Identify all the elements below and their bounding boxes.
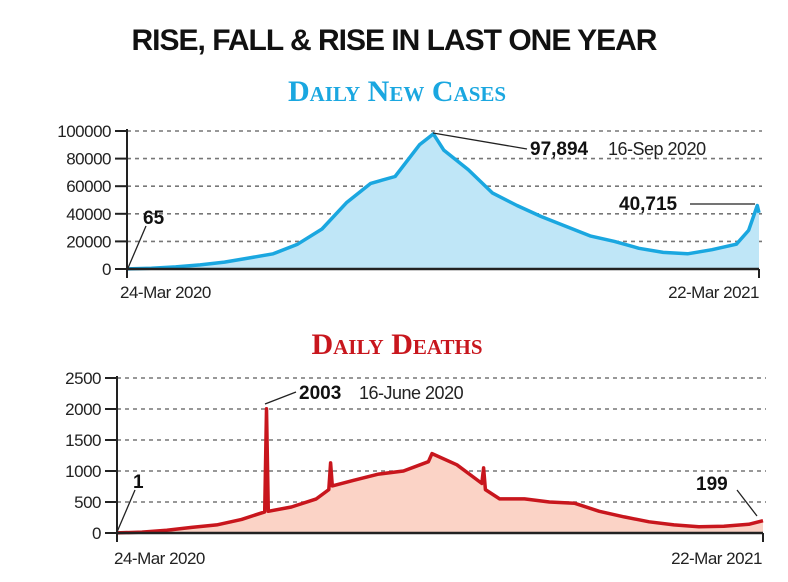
cases-area (127, 133, 759, 269)
cases-x-tick-end: 22-Mar 2021 (668, 283, 759, 302)
deaths-peak-leader (264, 391, 297, 405)
cases-y-tick-label: 0 (102, 260, 111, 279)
deaths-start-label: 1 (133, 472, 144, 493)
cases-y-tick-label: 40000 (66, 205, 111, 224)
cases-y-tick-label: 80000 (66, 150, 111, 169)
cases-peak-date: 16-Sep 2020 (608, 139, 706, 159)
cases-peak-leader (432, 132, 528, 150)
cases-chart: 100000 80000 60000 40000 20000 0 (57, 122, 762, 279)
deaths-x-tick-start: 24-Mar 2020 (114, 549, 205, 568)
deaths-y-tick-label: 2000 (65, 400, 101, 419)
deaths-y-tick-label: 1500 (65, 431, 101, 450)
cases-y-tick-label: 60000 (66, 177, 111, 196)
deaths-start-leader (116, 489, 136, 533)
figure-title: RISE, FALL & RISE IN LAST ONE YEAR (132, 24, 658, 57)
deaths-area (117, 408, 763, 533)
deaths-chart: 2500 2000 1500 1000 500 0 (65, 369, 766, 543)
deaths-end-leader (736, 489, 758, 517)
cases-y-tick-label: 20000 (66, 232, 111, 251)
deaths-chart-title: Daily Deaths (311, 328, 482, 361)
deaths-y-tick-label: 1000 (65, 462, 101, 481)
deaths-y-tick-label: 500 (74, 493, 101, 512)
cases-chart-title: Daily New Cases (288, 75, 506, 108)
cases-start-label: 65 (143, 208, 165, 229)
cases-peak-label: 97,894 (530, 139, 589, 160)
cases-start-leader (127, 225, 147, 269)
cases-end-label: 40,715 (619, 194, 678, 215)
deaths-y-tick-label: 0 (92, 524, 101, 543)
deaths-y-tick-label: 2500 (65, 369, 101, 388)
deaths-end-label: 199 (696, 474, 728, 495)
cases-y-tick-label: 100000 (57, 122, 111, 141)
deaths-peak-label: 2003 (299, 383, 341, 404)
deaths-line (116, 407, 764, 535)
cases-line (126, 132, 761, 271)
cases-x-tick-start: 24-Mar 2020 (120, 283, 211, 302)
deaths-x-tick-end: 22-Mar 2021 (671, 549, 762, 568)
deaths-peak-date: 16-June 2020 (359, 383, 464, 403)
